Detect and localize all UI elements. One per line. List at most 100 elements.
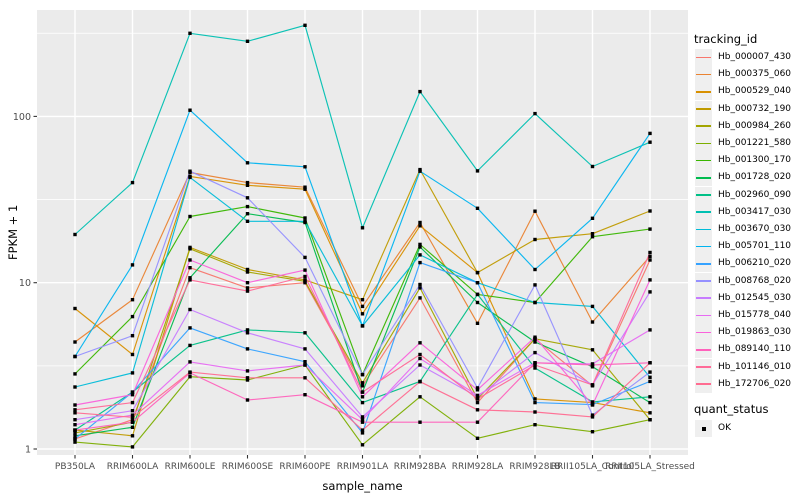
data-point [648,278,652,282]
data-point [303,216,307,220]
data-point [418,363,422,367]
legend-item-label: Hb_000732_190 [718,103,792,114]
data-point [418,296,422,300]
data-point [303,268,307,272]
data-point [303,376,307,380]
data-point [360,304,365,309]
legend-swatch-line [696,159,711,162]
data-point [130,409,135,413]
data-point [475,270,480,275]
legend-item-label: Hb_003417_030 [718,206,792,217]
data-point [533,335,537,339]
legend-key-line [695,255,712,273]
data-point [590,403,595,407]
data-point [418,286,422,290]
data-point [303,347,307,351]
legend-swatch-line [696,194,711,196]
data-point [475,300,480,305]
legend-swatch-line [696,125,711,128]
data-point [303,165,307,169]
y-tick-label: 1 [25,444,31,455]
y-axis-title: FPKM + 1 [6,204,20,261]
data-point [475,408,480,412]
legend-item-label: Hb_000529_040 [718,86,792,97]
legend-item: Hb_172706_020 [695,375,791,393]
y-tick-label: 100 [13,112,31,123]
data-point [533,340,537,344]
data-point [73,428,77,432]
data-point [533,410,537,414]
data-point [245,219,250,223]
legend-item-label: Hb_019863_030 [718,327,792,338]
legend-key-line [695,238,712,256]
data-point [73,372,77,376]
data-point [418,341,422,345]
data-point [590,164,595,169]
legend-item-label: Hb_015778_040 [718,310,792,320]
legend-item: Hb_008768_020 [695,272,791,290]
data-point [360,418,365,422]
data-point [533,209,537,213]
legend-item: Hb_012545_030 [695,289,791,307]
legend-swatch-line [696,142,711,145]
legend-item: Hb_019863_030 [695,324,792,342]
legend-key-line [695,375,712,393]
data-point [360,431,365,435]
data-point [188,169,192,173]
data-point [130,263,135,267]
legend-key-line [695,100,712,118]
data-point [130,425,135,429]
data-point [73,418,77,422]
data-point [73,403,77,407]
legend-swatch-line [696,383,711,386]
legend-key-line [695,152,712,170]
legend-swatch-line [696,280,711,282]
legend-swatch-line [696,73,711,76]
data-point [130,334,135,338]
legend-key-line [695,324,712,342]
data-point [475,436,480,440]
data-point [130,352,135,357]
data-point [73,411,77,415]
x-tick-label: RRIM928BA [394,462,447,472]
data-point [360,381,365,385]
data-point [245,328,250,332]
data-point [130,314,135,319]
data-point [533,237,537,242]
data-point [130,393,135,397]
legend-item: Hb_003417_030 [695,203,792,221]
data-point [303,255,307,260]
legend-key-line [695,203,712,221]
data-point [303,363,307,367]
data-point [533,423,537,427]
data-point [245,378,250,382]
data-point [648,379,652,384]
data-point [303,393,307,397]
data-point [303,219,307,223]
data-point [533,350,537,355]
data-point [360,415,365,419]
data-point [648,131,652,136]
legend-item-label: Hb_005701_110 [718,241,792,252]
legend-item: Hb_000984_260 [695,117,791,135]
legend-item-label: Hb_001221_580 [718,138,792,148]
data-point [533,361,537,365]
data-point [590,363,595,367]
data-point [418,260,422,265]
data-point [360,298,365,302]
data-point [418,242,422,247]
data-point [130,390,135,394]
legend-key-line [695,307,712,324]
data-point [245,161,250,165]
x-tick-label: RRIM600PE [279,462,331,472]
legend-item: Hb_000732_190 [695,100,792,118]
legend-item-label: Hb_089140_110 [718,344,792,355]
data-point [245,183,250,187]
legend-swatch-line [696,366,711,368]
legend-key-line [695,221,712,238]
data-point [188,307,192,312]
data-point [360,428,365,432]
data-point [648,411,652,415]
legend-item: Hb_101146_010 [695,358,791,376]
